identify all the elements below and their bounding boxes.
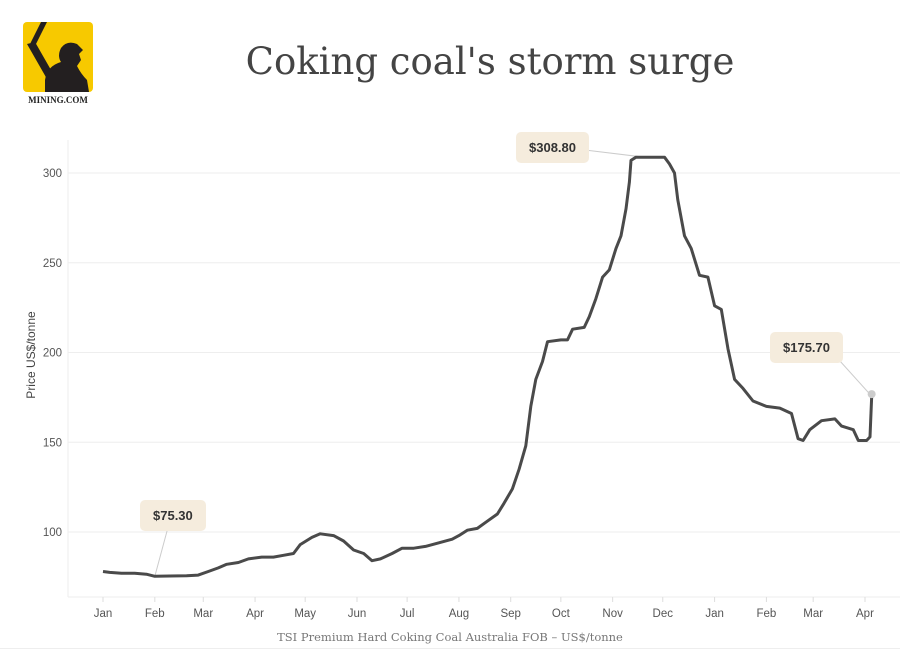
x-tick-label: May [294,608,316,620]
chart-title: Coking coal's storm surge [245,40,735,83]
price-callout: $75.30 [140,500,206,531]
x-tick-label: Jan [705,608,724,620]
x-tick-label: Jan [94,608,113,620]
y-tick-label: 200 [43,348,62,360]
logo-text: MINING.COM [28,95,88,105]
mining-com-logo [23,22,93,92]
price-series-line [102,155,874,578]
price-callout: $308.80 [516,132,589,163]
x-tick-label: Feb [145,608,165,620]
y-tick-label: 250 [43,258,62,270]
price-callout: $175.70 [770,332,843,363]
x-tick-label: Mar [193,608,213,620]
x-tick-label: Sep [500,608,520,620]
x-tick-label: Nov [602,608,623,620]
x-tick-label: Jun [348,608,367,620]
x-tick-label: Mar [803,608,823,620]
latest-point-marker[interactable] [867,390,876,399]
y-tick-label: 300 [43,168,62,180]
x-tick-label: Oct [552,608,571,620]
y-tick-label: 150 [43,437,62,449]
x-tick-label: Apr [246,608,264,620]
x-tick-label: Dec [653,608,674,620]
x-tick-label: Feb [756,608,776,620]
x-tick-label: Aug [449,608,469,620]
y-tick-label: 100 [43,527,62,539]
x-tick-label: Jul [400,608,415,620]
divider [0,648,900,649]
callout-connector [584,149,645,158]
y-axis-label: Price US$/tonne [24,311,38,399]
x-tick-label: Apr [856,608,874,620]
x-axis-caption: TSI Premium Hard Coking Coal Australia F… [277,630,623,644]
